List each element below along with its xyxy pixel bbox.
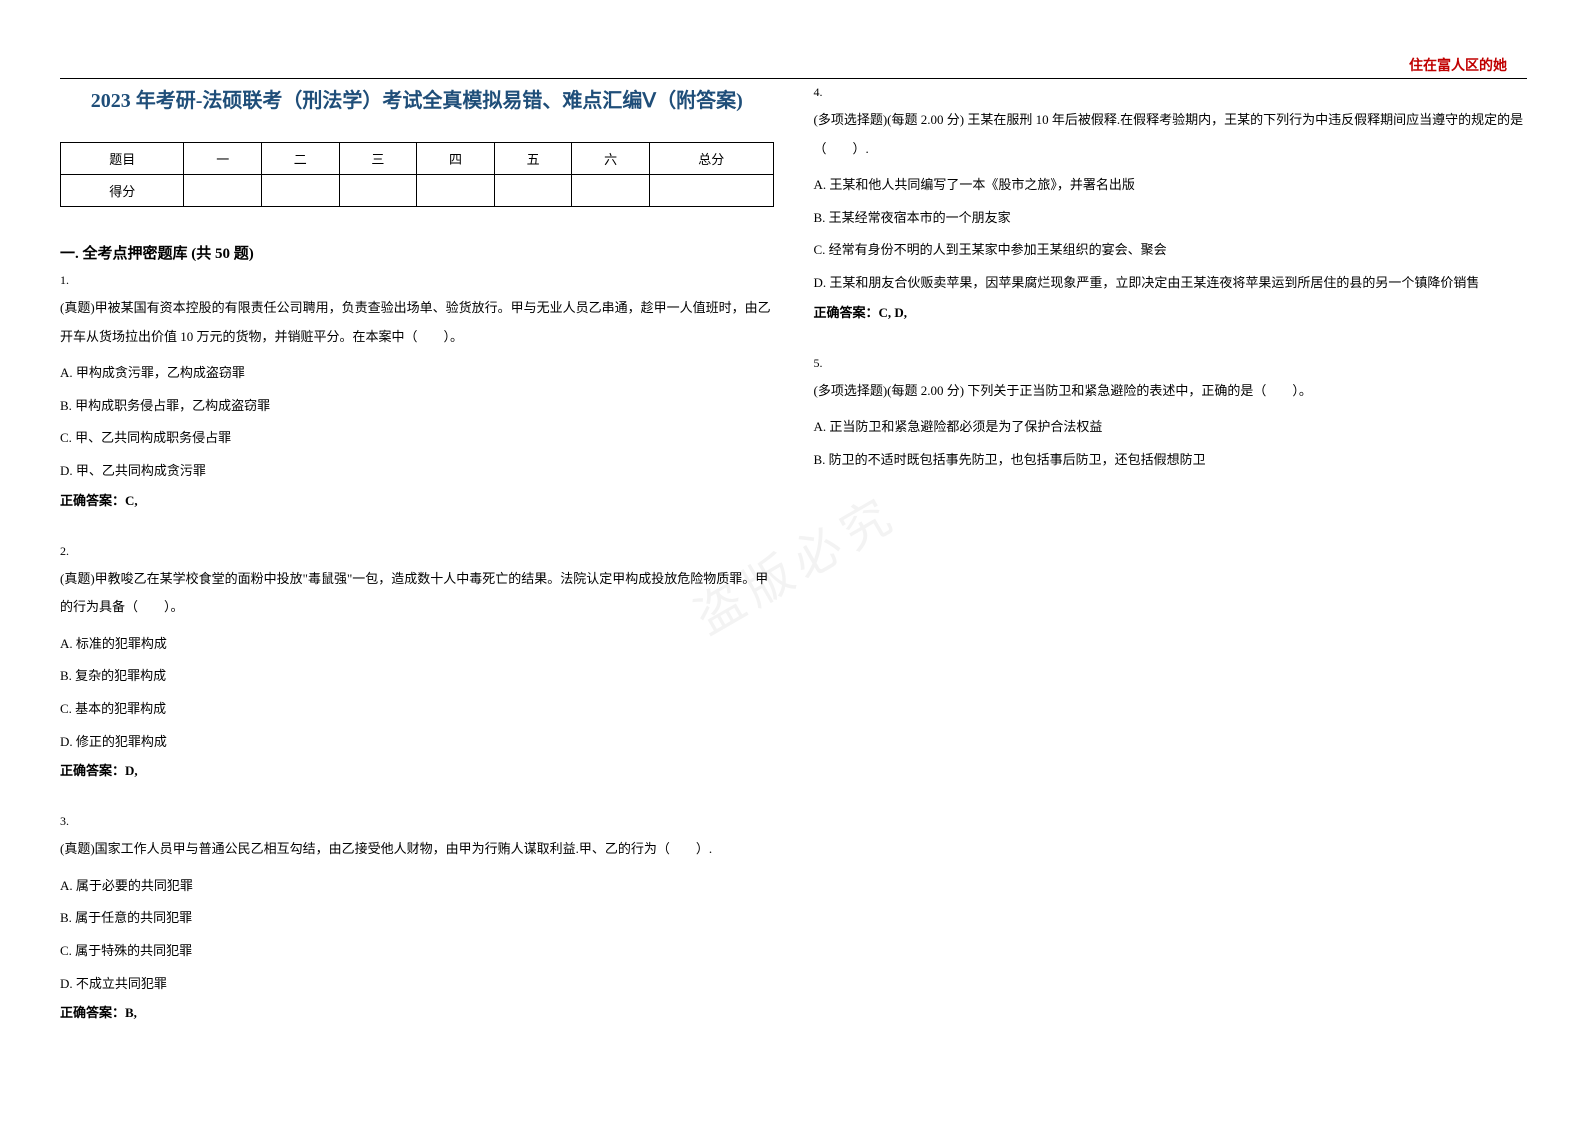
question-option: B. 甲构成职务侵占罪，乙构成盗窃罪 bbox=[60, 392, 774, 421]
question-text: (多项选择题)(每题 2.00 分) 王某在服刑 10 年后被假释.在假释考验期… bbox=[814, 106, 1528, 163]
score-table-row-label: 得分 bbox=[61, 175, 184, 207]
page-title: 2023 年考研-法硕联考（刑法学）考试全真模拟易错、难点汇编Ⅴ（附答案) bbox=[60, 85, 774, 117]
question-text: (多项选择题)(每题 2.00 分) 下列关于正当防卫和紧急避险的表述中，正确的… bbox=[814, 377, 1528, 406]
question-option: D. 不成立共同犯罪 bbox=[60, 970, 774, 999]
question-option: C. 属于特殊的共同犯罪 bbox=[60, 937, 774, 966]
question-block: 3. (真题)国家工作人员甲与普通公民乙相互勾结，由乙接受他人财物，由甲为行贿人… bbox=[60, 814, 774, 1021]
question-option: A. 正当防卫和紧急避险都必须是为了保护合法权益 bbox=[814, 413, 1528, 442]
question-option: D. 修正的犯罪构成 bbox=[60, 728, 774, 757]
question-option: C. 甲、乙共同构成职务侵占罪 bbox=[60, 424, 774, 453]
question-number: 1. bbox=[60, 273, 774, 288]
score-table: 题目 一 二 三 四 五 六 总分 得分 bbox=[60, 142, 774, 207]
question-number: 4. bbox=[814, 85, 1528, 100]
score-table-cell bbox=[494, 175, 572, 207]
question-block: 2. (真题)甲教唆乙在某学校食堂的面粉中投放"毒鼠强"一包，造成数十人中毒死亡… bbox=[60, 544, 774, 780]
question-option: B. 王某经常夜宿本市的一个朋友家 bbox=[814, 204, 1528, 233]
score-table-cell bbox=[649, 175, 773, 207]
question-text: (真题)国家工作人员甲与普通公民乙相互勾结，由乙接受他人财物，由甲为行贿人谋取利… bbox=[60, 835, 774, 864]
question-number: 5. bbox=[814, 356, 1528, 371]
score-table-header: 四 bbox=[417, 143, 495, 175]
score-table-score-row: 得分 bbox=[61, 175, 774, 207]
score-table-cell bbox=[262, 175, 340, 207]
question-option: A. 属于必要的共同犯罪 bbox=[60, 872, 774, 901]
question-block: 4. (多项选择题)(每题 2.00 分) 王某在服刑 10 年后被假释.在假释… bbox=[814, 85, 1528, 321]
score-table-header: 六 bbox=[572, 143, 650, 175]
question-option: B. 属于任意的共同犯罪 bbox=[60, 904, 774, 933]
score-table-header-row: 题目 一 二 三 四 五 六 总分 bbox=[61, 143, 774, 175]
question-option: A. 标准的犯罪构成 bbox=[60, 630, 774, 659]
header-corner-text: 住在富人区的她 bbox=[1409, 55, 1507, 75]
question-answer: 正确答案：C, bbox=[60, 490, 774, 509]
score-table-header: 三 bbox=[339, 143, 417, 175]
question-text: (真题)甲教唆乙在某学校食堂的面粉中投放"毒鼠强"一包，造成数十人中毒死亡的结果… bbox=[60, 565, 774, 622]
question-answer: 正确答案：C, D, bbox=[814, 302, 1528, 321]
score-table-header: 题目 bbox=[61, 143, 184, 175]
question-text: (真题)甲被某国有资本控股的有限责任公司聘用，负责查验出场单、验货放行。甲与无业… bbox=[60, 294, 774, 351]
question-option: A. 甲构成贪污罪，乙构成盗窃罪 bbox=[60, 359, 774, 388]
question-option: C. 基本的犯罪构成 bbox=[60, 695, 774, 724]
question-number: 2. bbox=[60, 544, 774, 559]
score-table-header: 五 bbox=[494, 143, 572, 175]
header-divider bbox=[60, 78, 1527, 79]
score-table-header: 一 bbox=[184, 143, 262, 175]
question-block: 1. (真题)甲被某国有资本控股的有限责任公司聘用，负责查验出场单、验货放行。甲… bbox=[60, 273, 774, 509]
question-block: 5. (多项选择题)(每题 2.00 分) 下列关于正当防卫和紧急避险的表述中，… bbox=[814, 356, 1528, 475]
score-table-cell bbox=[417, 175, 495, 207]
score-table-header: 二 bbox=[262, 143, 340, 175]
section-heading: 一. 全考点押密题库 (共 50 题) bbox=[60, 242, 774, 263]
question-answer: 正确答案：B, bbox=[60, 1002, 774, 1021]
question-option: A. 王某和他人共同编写了一本《股市之旅》，并署名出版 bbox=[814, 171, 1528, 200]
question-number: 3. bbox=[60, 814, 774, 829]
question-option: B. 复杂的犯罪构成 bbox=[60, 662, 774, 691]
score-table-cell bbox=[184, 175, 262, 207]
question-answer: 正确答案：D, bbox=[60, 760, 774, 779]
score-table-cell bbox=[572, 175, 650, 207]
score-table-header: 总分 bbox=[649, 143, 773, 175]
question-option: D. 甲、乙共同构成贪污罪 bbox=[60, 457, 774, 486]
score-table-cell bbox=[339, 175, 417, 207]
question-option: D. 王某和朋友合伙贩卖苹果，因苹果腐烂现象严重，立即决定由王某连夜将苹果运到所… bbox=[814, 269, 1528, 298]
content-wrapper: 2023 年考研-法硕联考（刑法学）考试全真模拟易错、难点汇编Ⅴ（附答案) 题目… bbox=[60, 85, 1527, 1092]
question-option: C. 经常有身份不明的人到王某家中参加王某组织的宴会、聚会 bbox=[814, 236, 1528, 265]
question-option: B. 防卫的不适时既包括事先防卫，也包括事后防卫，还包括假想防卫 bbox=[814, 446, 1528, 475]
